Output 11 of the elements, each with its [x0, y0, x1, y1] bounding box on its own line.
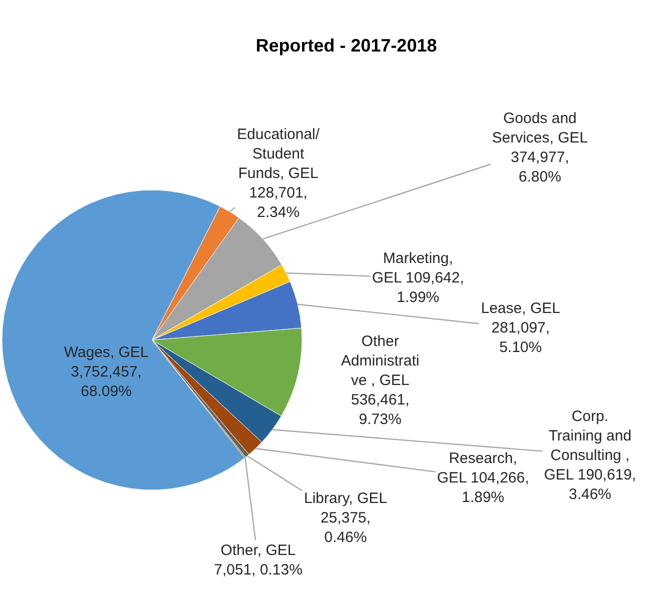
slice-label: Goods and Services, GEL 374,977, 6.80%: [492, 110, 588, 186]
chart-title: Reported - 2017-2018: [256, 35, 437, 56]
slice-label: Corp. Training and Consulting , GEL 190,619, 3.46%: [544, 408, 636, 503]
slice-label: Wages, GEL 3,752,457, 68.09%: [64, 344, 148, 400]
slice-label: Other, GEL 7,051, 0.13%: [214, 542, 302, 578]
slice-label: Marketing, GEL 109,642, 1.99%: [372, 250, 464, 306]
slice-label: Research, GEL 104,266, 1.89%: [437, 450, 530, 506]
slice-label: Library, GEL 25,375, 0.46%: [304, 490, 388, 546]
slice-label: Educational/ Student Funds, GEL 128,701, 2.34%: [237, 126, 320, 221]
slice-label: Other Administrati ve , GEL 536,461, 9.73%: [341, 333, 420, 428]
slice-label: Lease, GEL 281,097, 5.10%: [481, 300, 560, 356]
